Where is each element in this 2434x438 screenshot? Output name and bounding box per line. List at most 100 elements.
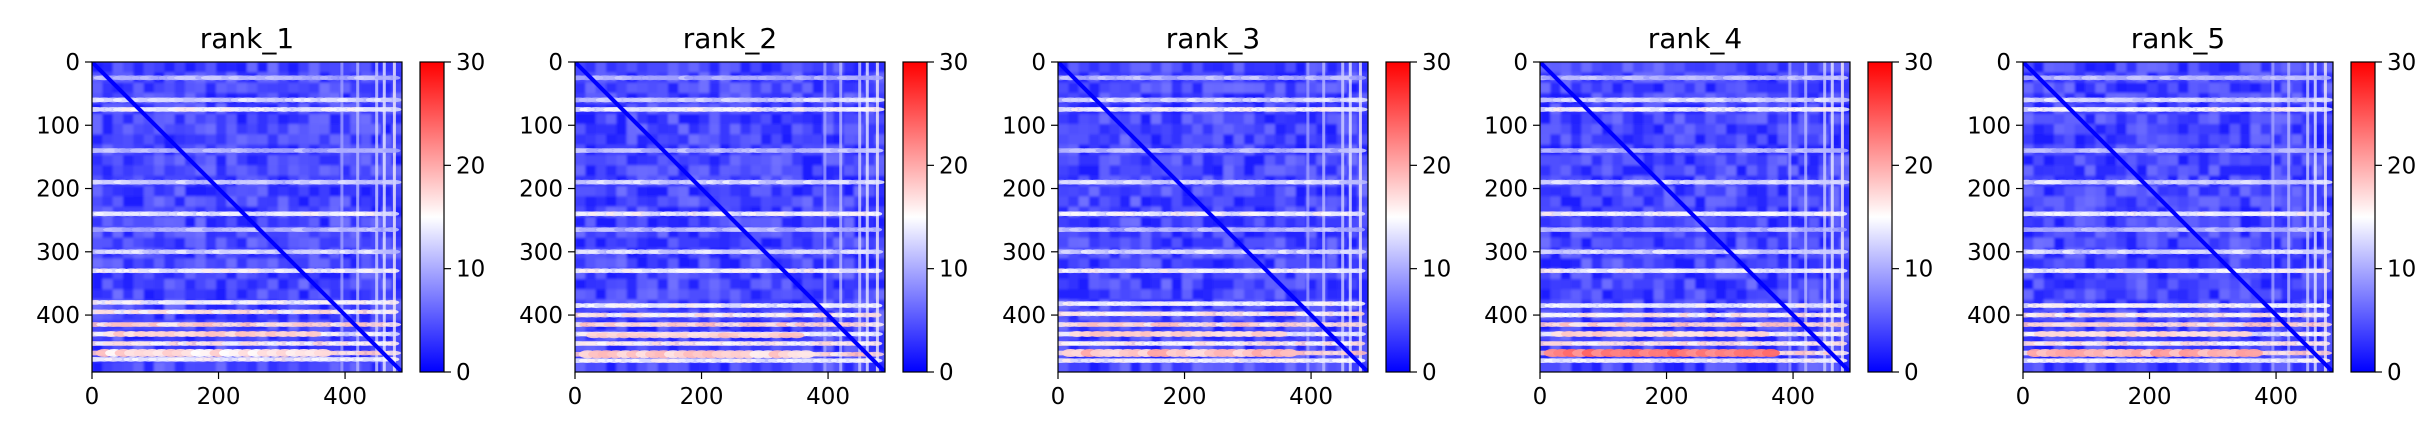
heatmap-cell (761, 165, 772, 177)
heatmap-cell (1591, 134, 1603, 146)
heatmap-cell (1581, 113, 1593, 125)
heatmap-cell (1798, 258, 1810, 270)
heatmap-row-band (92, 179, 402, 185)
heatmap-cell (205, 341, 217, 352)
heatmap-cell (164, 227, 176, 239)
heatmap-cell (154, 279, 165, 290)
heatmap-cell (1357, 62, 1368, 73)
heatmap-cell (154, 361, 165, 372)
heatmap-cell (2126, 279, 2138, 290)
heatmap-cell (812, 289, 824, 301)
heatmap-cell (637, 217, 648, 228)
heatmap-cell (657, 124, 669, 135)
heatmap-cell (267, 186, 279, 197)
heatmap-cell (174, 217, 186, 228)
heatmap-cell (730, 361, 741, 372)
heatmap-cell (340, 299, 351, 311)
heatmap-cell (102, 155, 114, 166)
heatmap-cell (2250, 279, 2262, 290)
heatmap-cell (1705, 165, 1717, 177)
heatmap-cell (595, 165, 607, 177)
heatmap-cell (1560, 134, 1572, 146)
heatmap-cell (1736, 113, 1748, 125)
heatmap-cell (1664, 82, 1675, 94)
heatmap-cell (2095, 268, 2107, 280)
heatmap-row-band (92, 356, 400, 362)
heatmap-cell (1223, 341, 1235, 352)
heatmap-cell (585, 258, 597, 270)
heatmap-cell (1602, 196, 1613, 208)
heatmap-cell (2188, 186, 2200, 197)
heatmap-row-band (1058, 301, 1366, 307)
heatmap-cell (730, 341, 741, 352)
heatmap-cell (319, 237, 331, 249)
heatmap-cell (226, 186, 238, 197)
heatmap-cell (1316, 289, 1328, 301)
heatmap-cell (360, 258, 372, 270)
heatmap-cell (1357, 289, 1368, 301)
heatmap-cell (1674, 134, 1686, 146)
heatmap-cell (2322, 268, 2333, 280)
heatmap-cell (1715, 341, 1727, 352)
heatmap-cell (2229, 341, 2241, 352)
heatmap-cell (278, 279, 289, 290)
heatmap-cell (2178, 351, 2189, 363)
heatmap-cell (1109, 289, 1121, 301)
heatmap-cell (2126, 113, 2138, 125)
heatmap-cell (1192, 289, 1204, 301)
heatmap-cell (699, 361, 710, 372)
heatmap-cell (2064, 279, 2076, 290)
heatmap-cell (585, 186, 597, 197)
heatmap-cell (2105, 268, 2117, 280)
heatmap-cell (133, 299, 145, 311)
heatmap-cell (1058, 341, 1069, 352)
heatmap-cell (2095, 258, 2107, 270)
heatmap-cell (226, 341, 238, 352)
heatmap-cell (1316, 113, 1328, 125)
heatmap-cell (637, 82, 648, 94)
heatmap-cell (1684, 268, 1696, 280)
heatmap-cell (123, 113, 134, 125)
heatmap-cell (2291, 361, 2303, 372)
heatmap-cell (1602, 82, 1613, 94)
heatmap-cell (1622, 237, 1634, 249)
heatmap-cell (154, 62, 165, 73)
heatmap-cell (2023, 361, 2034, 372)
heatmap-cell (1161, 289, 1173, 301)
heatmap-cell (1633, 279, 1644, 290)
heatmap-cell (1653, 124, 1665, 135)
heatmap-cell (1058, 351, 1069, 363)
heatmap-cell (1571, 113, 1582, 125)
heatmap-cell (606, 258, 617, 270)
heatmap-cell (298, 165, 310, 177)
heatmap-cell (1326, 113, 1338, 125)
heatmap-cell (1736, 124, 1748, 135)
heatmap-cell (1244, 258, 1255, 270)
heatmap-cell (340, 361, 351, 372)
heatmap-cell (1633, 268, 1644, 280)
heatmap-cell (309, 165, 320, 177)
heatmap-cell (1653, 341, 1665, 352)
heatmap-cell (1192, 124, 1204, 135)
colorbar-tick-label: 30 (1904, 50, 1933, 76)
heatmap-cell (657, 227, 669, 239)
heatmap-cell (1684, 341, 1696, 352)
heatmap-cell (1233, 62, 1245, 73)
heatmap-cell (1140, 82, 1152, 94)
heatmap-cell (133, 268, 145, 280)
heatmap-cell (1550, 279, 1562, 290)
heatmap-cell (1140, 196, 1152, 208)
heatmap-cell (360, 186, 372, 197)
heatmap-cell (1777, 361, 1789, 372)
heatmap-cell (2095, 289, 2107, 301)
heatmap-cell (226, 113, 238, 125)
heatmap-cell (668, 186, 679, 197)
heatmap-cell (2167, 361, 2179, 372)
heatmap-cell (360, 341, 372, 352)
heatmap-cell (1089, 341, 1100, 352)
axes-frame (1057, 61, 1369, 373)
heatmap-cell (740, 196, 752, 208)
heatmap-cell (1223, 82, 1235, 94)
heatmap-cell (1306, 155, 1317, 166)
heatmap-cell (350, 361, 362, 372)
